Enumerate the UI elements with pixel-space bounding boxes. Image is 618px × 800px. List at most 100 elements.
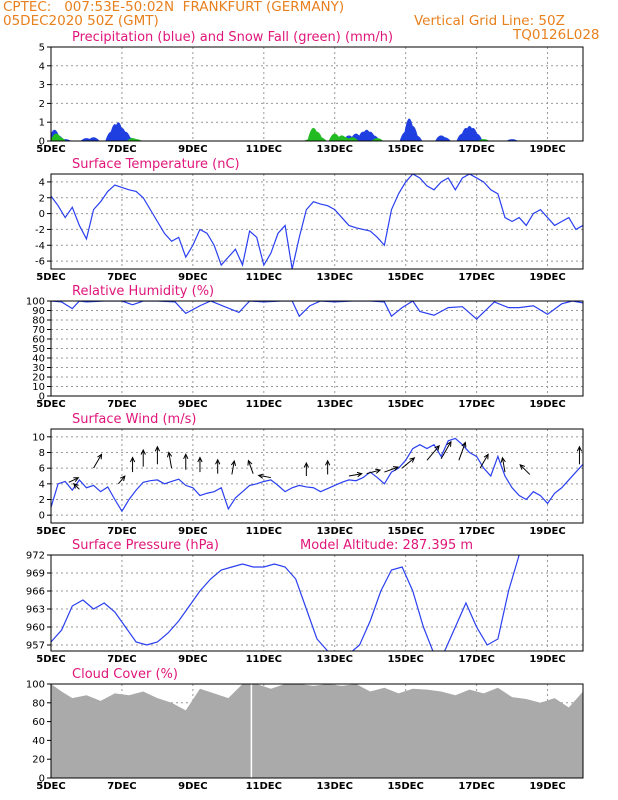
panel-annotation: Model Altitude: 287.395 m	[300, 538, 473, 553]
x-tick-label: 19DEC	[529, 272, 565, 283]
wind-arrow-shaft	[231, 460, 235, 475]
y-tick-label: 20	[32, 755, 45, 766]
x-tick-label: 11DEC	[246, 272, 282, 283]
y-tick-label: 80	[32, 698, 45, 709]
y-tick-label: 0	[39, 137, 45, 148]
panel-frame	[50, 46, 584, 142]
wind-arrow	[440, 440, 452, 460]
x-tick-label: 7DEC	[107, 781, 136, 792]
plot-area	[51, 174, 583, 269]
panel-title: Surface Temperature (nC)	[72, 157, 240, 172]
plot-area	[51, 684, 583, 778]
wind-arrow-head	[500, 456, 506, 463]
x-tick-label: 15DEC	[387, 654, 423, 665]
header-line1: CPTEC: 007:53E-50:02N FRANKFURT (GERMANY…	[3, 0, 345, 15]
panel-6: Cloud Cover (%) 0 20 40 60 80 100 5DEC 7DEC 9DEC 1…	[26, 667, 584, 792]
wind-arrow-head	[166, 451, 173, 458]
wind-arrow	[325, 459, 331, 475]
y-tick-label: 60	[32, 335, 45, 346]
wind-arrow-shaft	[458, 442, 466, 461]
header-model-code: TQ0126L028	[513, 27, 600, 43]
x-tick-label: 13DEC	[317, 654, 353, 665]
panel-4: Surface Wind (m/s) 0 2 4 6 8 10 5DEC 7DEC 9DEC 11D…	[32, 412, 584, 537]
wind-arrow-head	[73, 477, 80, 482]
cloud-area	[51, 684, 583, 778]
wind-arrow	[140, 448, 146, 467]
wind-arrow-shaft	[426, 445, 440, 461]
y-tick-label: 6	[39, 464, 45, 475]
y-tick-label: 0	[39, 209, 45, 220]
y-tick-label: 90	[32, 306, 45, 317]
wind-arrow	[166, 451, 173, 469]
panel-5: Surface Pressure (hPa) Model Altitude: 28…	[26, 538, 584, 665]
wind-arrow-head	[461, 441, 467, 448]
y-tick-label: 2	[39, 495, 45, 506]
x-tick-label: 15DEC	[387, 526, 423, 537]
y-tick-label: 100	[26, 680, 45, 691]
wind-arrow	[197, 456, 203, 473]
x-tick-label: 5DEC	[36, 144, 65, 155]
series-line	[51, 301, 583, 320]
wind-arrow-head	[230, 459, 237, 466]
plot-area	[51, 555, 520, 651]
y-tick-label: 8	[39, 448, 45, 459]
x-tick-label: 9DEC	[178, 654, 207, 665]
x-tick-label: 13DEC	[317, 144, 353, 155]
snow-bar	[53, 137, 66, 141]
header-grid-line: Vertical Grid Line: 50Z	[414, 13, 565, 29]
wind-arrow-head	[97, 453, 103, 460]
panel-title: Precipitation (blue) and Snow Fall (gree…	[72, 30, 393, 45]
precip-bar	[87, 137, 100, 141]
precip-bar	[470, 133, 483, 141]
x-tick-label: 7DEC	[107, 399, 136, 410]
x-tick-label: 19DEC	[529, 781, 565, 792]
y-tick-label: 60	[32, 717, 45, 728]
wind-arrow-shaft	[384, 466, 399, 473]
x-tick-label: 15DEC	[387, 781, 423, 792]
wind-arrow-head	[140, 448, 146, 455]
wind-arrow-head	[154, 445, 161, 452]
wind-arrow	[303, 461, 309, 476]
y-tick-label: -6	[35, 257, 45, 268]
wind-arrow-head	[392, 466, 400, 472]
x-tick-label: 15DEC	[387, 272, 423, 283]
wind-arrow	[348, 471, 363, 478]
y-tick-label: 963	[26, 605, 45, 616]
x-tick-label: 13DEC	[317, 526, 353, 537]
wind-arrow-shaft	[501, 457, 506, 473]
x-tick-label: 17DEC	[458, 654, 494, 665]
wind-arrow	[426, 444, 440, 461]
wind-arrow-head	[215, 458, 221, 465]
wind-arrow-shaft	[118, 475, 126, 485]
panel-frame	[50, 300, 584, 397]
x-tick-label: 5DEC	[36, 272, 65, 283]
panel-title: Surface Pressure (hPa)	[72, 538, 219, 553]
panel-frame	[50, 554, 584, 652]
x-tick-label: 13DEC	[317, 399, 353, 410]
panel-title: Relative Humidity (%)	[72, 284, 214, 299]
x-tick-label: 9DEC	[178, 526, 207, 537]
y-tick-label: 957	[26, 641, 45, 652]
y-tick-label: 960	[26, 623, 45, 634]
wind-arrow	[230, 459, 237, 475]
y-tick-label: 969	[26, 569, 45, 580]
y-tick-label: -2	[35, 225, 45, 236]
x-tick-label: 11DEC	[246, 144, 282, 155]
wind-arrow-shaft	[401, 457, 415, 469]
y-tick-label: 3	[39, 80, 45, 91]
wind-arrow	[519, 464, 531, 475]
snow-bar	[371, 138, 384, 141]
x-tick-label: 15DEC	[387, 144, 423, 155]
wind-arrow-head	[409, 457, 416, 463]
wind-arrow	[93, 453, 103, 469]
wind-arrow-shaft	[366, 469, 381, 475]
x-tick-label: 7DEC	[107, 144, 136, 155]
panel-2: Surface Temperature (nC) -6 -4 -2 0 2 4 5DEC 7DE…	[35, 157, 584, 283]
x-tick-label: 5DEC	[36, 654, 65, 665]
y-tick-label: 0	[39, 511, 45, 522]
wind-arrow-head	[257, 473, 264, 479]
wind-arrow	[154, 445, 161, 465]
y-tick-label: 80	[32, 316, 45, 327]
wind-arrow-head	[519, 464, 526, 470]
plot-area	[51, 118, 519, 141]
